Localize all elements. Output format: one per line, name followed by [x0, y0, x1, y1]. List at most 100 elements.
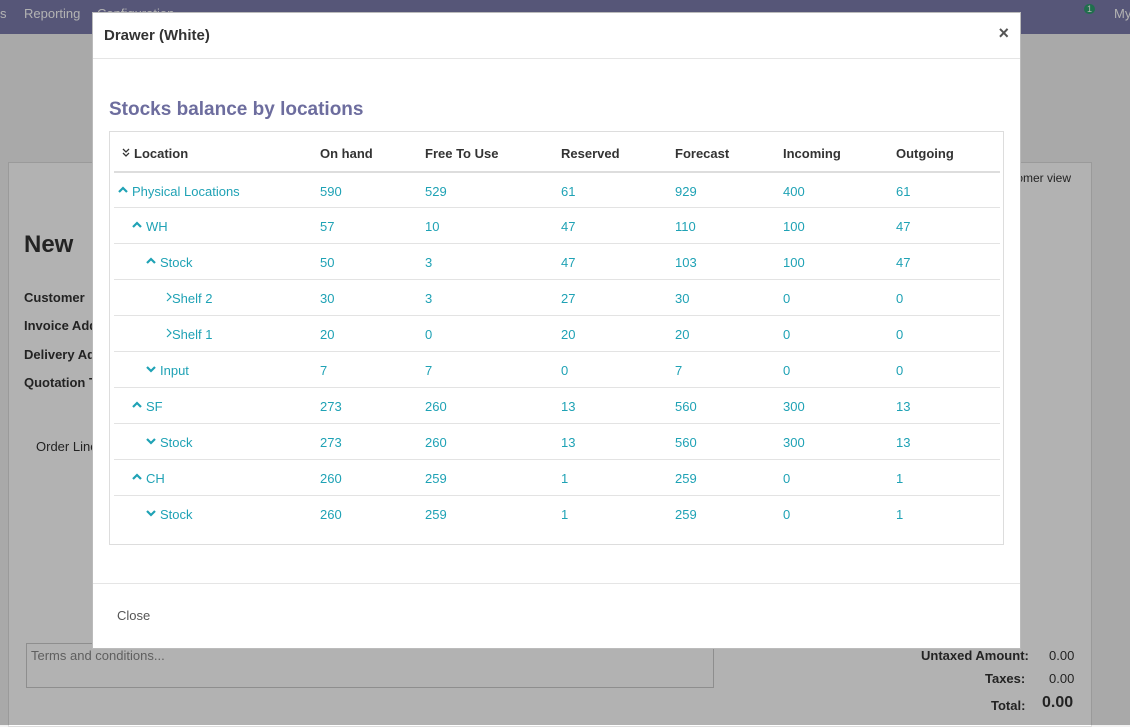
total-label: Taxes: [985, 671, 1026, 686]
cell-value: 7 [675, 363, 683, 378]
location-name[interactable]: Input [160, 363, 189, 378]
cell-value: 260 [320, 471, 342, 486]
expand-icon[interactable] [164, 328, 174, 338]
cell-value: 0 [783, 507, 791, 522]
cell-value: 300 [783, 435, 805, 450]
column-header: Reserved [561, 146, 620, 161]
footer-divider [93, 583, 1020, 584]
tab[interactable]: Order Line [36, 439, 98, 454]
cell-value: 3 [425, 255, 433, 270]
column-header: Incoming [783, 146, 841, 161]
field-label: Delivery Ad [24, 347, 96, 362]
cell-value: 47 [561, 219, 576, 234]
cell-value: 100 [783, 219, 805, 234]
location-name[interactable]: Stock [160, 255, 193, 270]
cell-value: 10 [425, 219, 440, 234]
column-header: On hand [320, 146, 373, 161]
location-name[interactable]: WH [146, 219, 168, 234]
cell-value: 47 [896, 219, 911, 234]
cell-value: 3 [425, 291, 433, 306]
table: Location On hand Free To Use Reserved Foreca… [109, 131, 1004, 545]
chevron [132, 221, 142, 228]
cell-value: 0 [896, 327, 904, 342]
chevron [132, 401, 142, 408]
expand-icon[interactable] [132, 400, 142, 410]
nav-item[interactable]: s [0, 6, 7, 21]
dialog: Drawer (White) × Stocks balance by locat… [92, 12, 1021, 649]
expand-icon[interactable] [146, 364, 156, 374]
cell-value: 27 [561, 291, 576, 306]
location-name[interactable]: Stock [160, 435, 193, 450]
cell-value: 260 [425, 435, 447, 450]
location-name[interactable]: Shelf 1 [172, 327, 213, 342]
expand-icon[interactable] [146, 508, 156, 518]
cell-value: 50 [320, 255, 335, 270]
form-title: New [24, 231, 74, 258]
expand-icon[interactable] [146, 256, 156, 266]
total-value: 0.00 [1042, 694, 1074, 711]
cell-value: 13 [896, 435, 911, 450]
cell-value: 30 [320, 291, 335, 306]
total-label: Total: [991, 698, 1026, 713]
total-label: Untaxed Amount: [921, 648, 1029, 663]
cell-value: 300 [783, 399, 805, 414]
cell-value: 1 [896, 507, 904, 522]
sort-icon [122, 148, 130, 157]
table-row: Shelf 1 20 0 20 20 0 0 [114, 315, 1000, 352]
cell-value: 0 [783, 291, 791, 306]
expand-icon[interactable] [118, 185, 128, 195]
cell-value: 273 [320, 399, 342, 414]
cell-value: 20 [561, 327, 576, 342]
location-name[interactable]: Physical Locations [132, 184, 240, 199]
cell-value: 30 [675, 291, 690, 306]
chevron [146, 366, 156, 373]
expand-icon[interactable] [132, 472, 142, 482]
chevron [166, 328, 172, 338]
close-button[interactable]: Close [117, 608, 151, 623]
column-header: Location [134, 146, 189, 161]
expand-icon[interactable] [146, 436, 156, 446]
badge: 1 [1084, 4, 1096, 14]
cell-value: 13 [896, 399, 911, 414]
cell-value: 0 [896, 291, 904, 306]
total-value: 0.00 [1049, 671, 1075, 686]
chevron [146, 510, 156, 517]
cell-value: 0 [783, 363, 791, 378]
location-name[interactable]: CH [146, 471, 165, 486]
cell-value: 560 [675, 399, 697, 414]
table-row: Stock 50 3 47 103 100 47 [114, 243, 1000, 280]
close-icon[interactable]: × [998, 23, 1009, 43]
user-menu[interactable]: My [1114, 6, 1130, 21]
cell-value: 20 [320, 327, 335, 342]
smart-button[interactable]: tomer view [1013, 171, 1072, 185]
table-row: Input 7 7 0 7 0 0 [114, 351, 1000, 388]
table-row: SF 273 260 13 560 300 13 [114, 387, 1000, 424]
cell-value: 529 [425, 184, 447, 199]
expand-icon[interactable] [132, 220, 142, 230]
cell-value: 400 [783, 184, 805, 199]
table-row: Shelf 2 30 3 27 30 0 0 [114, 279, 1000, 316]
chevron [118, 186, 128, 193]
cell-value: 929 [675, 184, 697, 199]
location-name[interactable]: SF [146, 399, 163, 414]
cell-value: 259 [675, 507, 697, 522]
table-row: Physical Locations 590 529 61 929 400 61 [114, 171, 1000, 209]
cell-value: 100 [783, 255, 805, 270]
location-name[interactable]: Stock [160, 507, 193, 522]
field-label: Invoice Add [24, 318, 98, 333]
cell-value: 1 [561, 507, 569, 522]
column-header: Forecast [675, 146, 730, 161]
cell-value: 260 [320, 507, 342, 522]
nav-item[interactable]: Reporting [24, 6, 81, 21]
expand-icon[interactable] [164, 292, 174, 302]
cell-value: 13 [561, 435, 576, 450]
cell-value: 0 [425, 327, 433, 342]
table-row: Stock 260 259 1 259 0 1 [114, 495, 1000, 532]
location-name[interactable]: Shelf 2 [172, 291, 213, 306]
cell-value: 0 [896, 363, 904, 378]
cell-value: 259 [425, 507, 447, 522]
chevron [166, 292, 172, 302]
cell-value: 259 [675, 471, 697, 486]
cell-value: 0 [783, 471, 791, 486]
